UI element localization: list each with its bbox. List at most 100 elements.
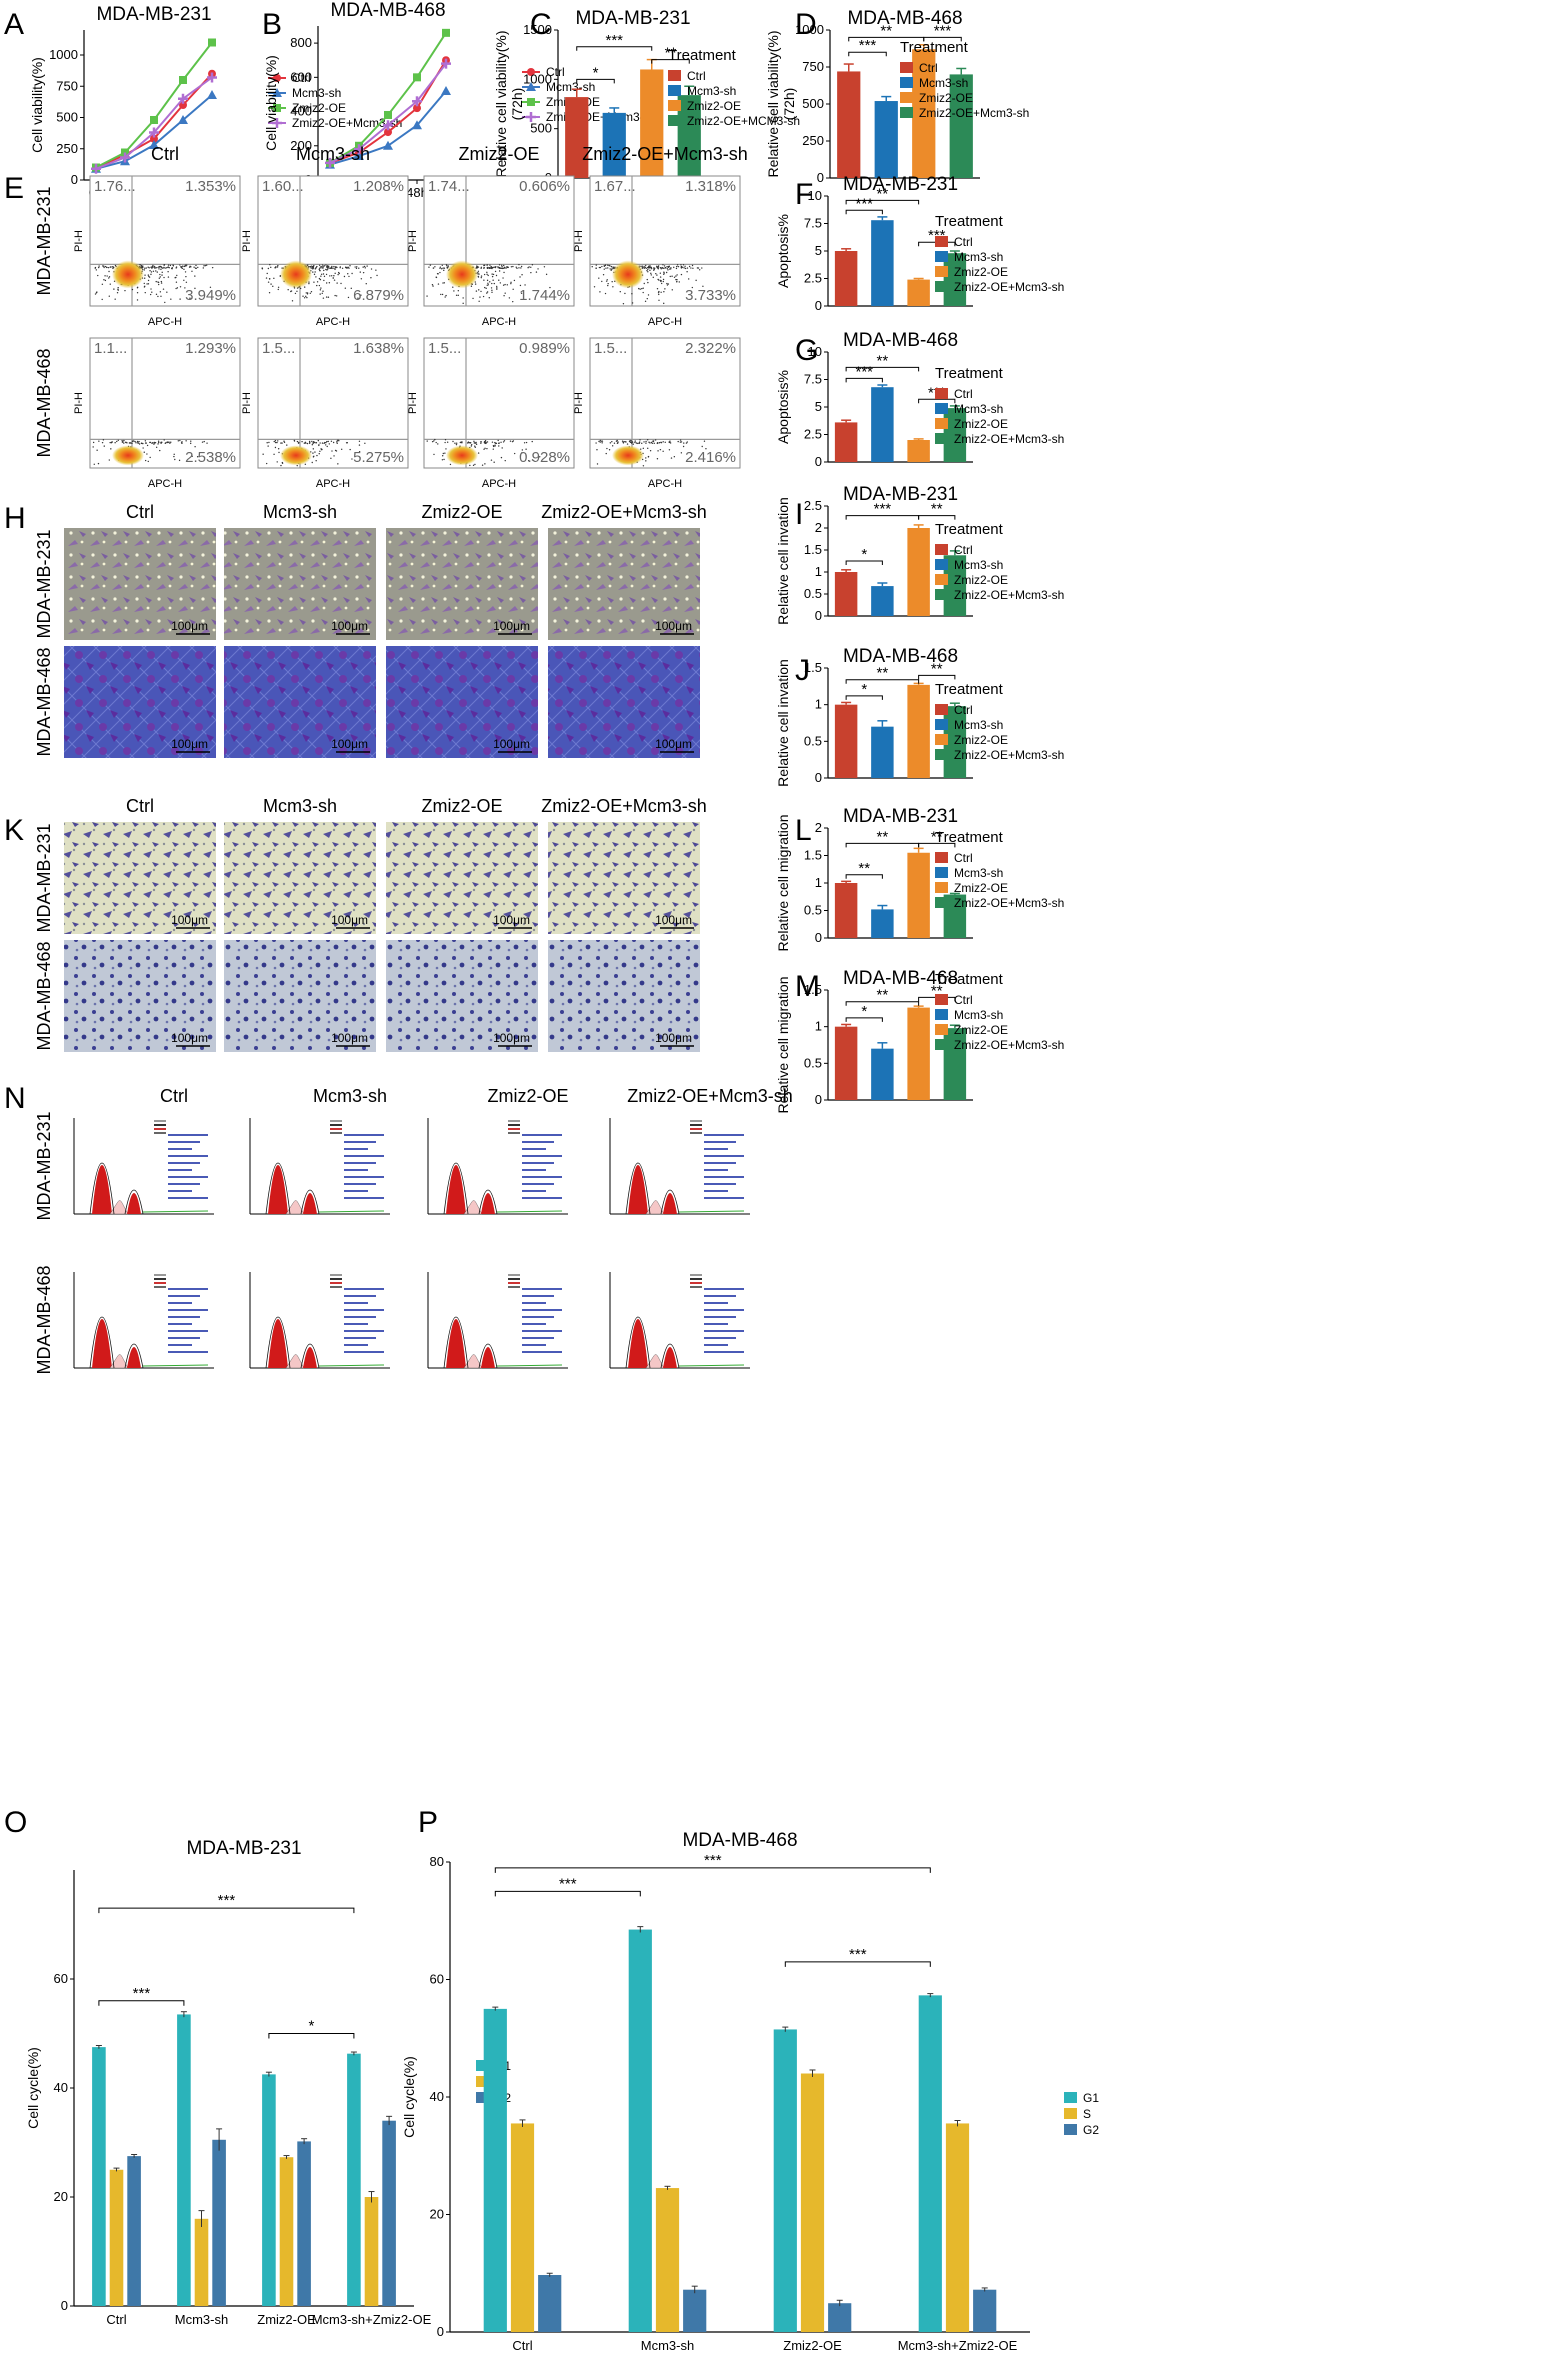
event-dot xyxy=(312,452,314,454)
event-dot xyxy=(179,264,181,266)
legend-swatch xyxy=(935,1039,948,1050)
legend-swatch xyxy=(476,2060,489,2071)
event-dot xyxy=(504,283,506,286)
y-tick-label: 1000 xyxy=(795,22,824,37)
event-dot xyxy=(306,292,309,294)
event-dot xyxy=(502,441,505,443)
event-dot xyxy=(470,442,472,444)
row-label-cycle: MDA-MB-231 xyxy=(34,1111,54,1220)
event-dot xyxy=(336,442,338,445)
event-dot xyxy=(660,268,662,270)
event-dot xyxy=(488,297,490,299)
legend-swatch xyxy=(668,85,681,96)
significance-label: *** xyxy=(605,32,623,49)
event-dot xyxy=(492,279,494,281)
event-dot xyxy=(160,268,162,271)
significance-bracket xyxy=(98,1907,355,1914)
hist-outline xyxy=(265,1316,320,1369)
g2-peak xyxy=(303,1347,317,1368)
event-dot xyxy=(519,284,522,287)
event-dot xyxy=(201,441,204,443)
legend-entry: Zmiz2-OE+Mcm3-sh xyxy=(954,748,1064,762)
event-dot xyxy=(598,440,600,443)
y-tick-label: 60 xyxy=(430,1972,444,1987)
legend-swatch xyxy=(935,266,948,277)
bar-Ctrl xyxy=(834,1026,858,1100)
analysis-text-line xyxy=(344,1323,368,1325)
event-dot xyxy=(664,441,666,443)
legend-swatch xyxy=(935,749,948,760)
event-dot xyxy=(102,265,104,267)
y-tick-label: 0 xyxy=(61,2298,68,2313)
event-dot xyxy=(147,283,150,285)
event-dot xyxy=(154,267,156,269)
event-dot xyxy=(484,286,486,289)
event-dot xyxy=(206,442,208,444)
analysis-text-line xyxy=(522,1169,546,1171)
significance-label: ** xyxy=(877,352,889,369)
event-dot xyxy=(477,452,480,454)
event-dot xyxy=(444,439,447,441)
event-dot xyxy=(306,442,309,445)
analysis-text-line xyxy=(522,1288,562,1290)
chart-title: MDA-MB-468 xyxy=(330,0,445,21)
event-dot xyxy=(173,455,175,458)
bar-S xyxy=(655,2188,680,2332)
event-dot xyxy=(94,293,97,295)
event-dot xyxy=(153,265,155,268)
event-dot xyxy=(433,453,435,456)
flow-y-label: PI-H xyxy=(573,230,585,252)
legend-entry: Ctrl xyxy=(954,993,973,1007)
event-dot xyxy=(691,264,694,267)
event-dot xyxy=(294,292,297,295)
bar-G2 xyxy=(212,2139,226,2306)
legend-title: Treatment xyxy=(935,829,1004,846)
event-dot xyxy=(331,450,333,452)
flow-y-label: PI-H xyxy=(73,230,85,252)
mini-legend xyxy=(690,1128,702,1130)
event-dot xyxy=(136,292,139,294)
event-dot xyxy=(97,266,100,269)
significance-bracket xyxy=(845,366,920,372)
event-dot xyxy=(441,459,444,461)
event-dot xyxy=(659,448,662,451)
legend-entry: Zmiz2-OE+Mcm3-sh xyxy=(954,432,1064,446)
bar-S xyxy=(510,2123,535,2332)
significance-bracket xyxy=(98,2000,185,2006)
column-header-flow: Ctrl xyxy=(151,144,179,164)
event-dot xyxy=(446,441,449,443)
event-dot xyxy=(136,287,139,289)
significance-label: *** xyxy=(704,1852,722,1869)
analysis-text-line xyxy=(522,1162,554,1164)
event-dot xyxy=(312,265,314,268)
event-dot xyxy=(136,440,139,443)
y-tick-label: 40 xyxy=(430,2089,444,2104)
event-dot xyxy=(336,440,338,442)
event-dot xyxy=(311,461,313,464)
event-dot xyxy=(662,441,664,443)
analysis-text-line xyxy=(344,1337,376,1339)
significance-label: * xyxy=(861,546,867,563)
event-dot xyxy=(93,463,95,465)
panel-letter-C: C xyxy=(530,8,552,41)
event-dot xyxy=(299,287,302,290)
event-dot xyxy=(457,294,459,297)
bar-S xyxy=(945,2123,970,2332)
event-dot xyxy=(639,288,641,290)
event-dot xyxy=(270,283,272,285)
legend-swatch xyxy=(935,994,948,1005)
significance-bracket xyxy=(784,1961,931,1967)
event-dot xyxy=(668,265,670,268)
event-dot xyxy=(599,291,601,293)
column-header-migration: Zmiz2-OE+Mcm3-sh xyxy=(541,796,707,816)
event-dot xyxy=(673,276,676,279)
event-dot xyxy=(183,268,185,271)
y-tick-label: 1 xyxy=(815,875,822,890)
event-dot xyxy=(195,267,197,270)
analysis-text-line xyxy=(704,1155,744,1157)
bar-Zmiz2-OE+Mcm3-sh xyxy=(943,1028,967,1100)
bar-Mcm3-sh xyxy=(871,220,894,306)
row-label-invasion: MDA-MB-468 xyxy=(34,647,54,756)
event-dot xyxy=(473,442,476,444)
